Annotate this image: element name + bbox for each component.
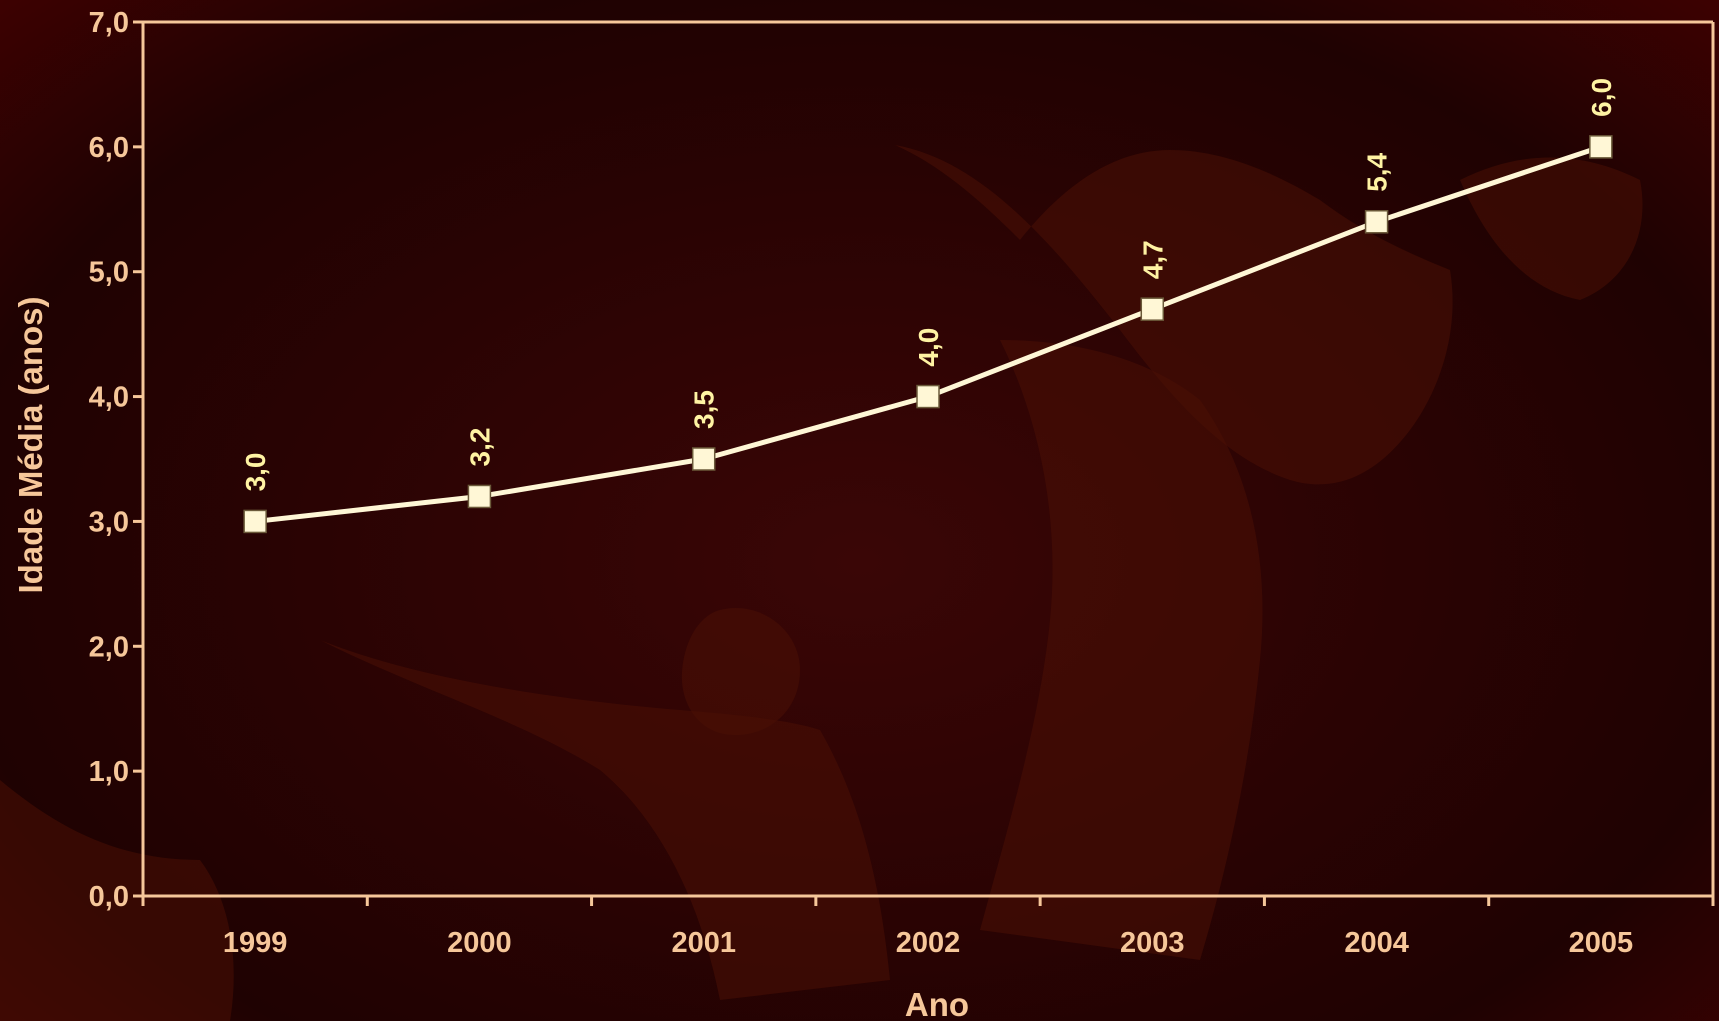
series	[243, 135, 1613, 534]
data-point-marker	[467, 484, 492, 509]
y-axis-ticks: 0,0 1,0 2,0 3,0 4,0 5,0 6,0 7,0	[89, 7, 143, 913]
x-tick-label: 2001	[671, 927, 736, 959]
data-point-marker	[1140, 297, 1165, 321]
data-label: 4,0	[913, 328, 944, 367]
y-tick-label: 3,0	[89, 506, 129, 538]
data-labels: 3,0 3,2 3,5 4,0 4,7 5,4 6,0	[240, 78, 1617, 492]
data-label: 6,0	[1586, 78, 1617, 117]
y-tick-label: 6,0	[89, 132, 129, 164]
data-point-marker	[243, 509, 267, 534]
data-label: 5,4	[1362, 152, 1393, 191]
data-label: 4,7	[1137, 240, 1168, 279]
x-tick-label: 1999	[223, 927, 288, 959]
data-point-marker	[916, 384, 940, 409]
background-figure	[0, 145, 1643, 1021]
x-tick-label: 2000	[447, 927, 512, 959]
y-tick-label: 1,0	[89, 756, 129, 788]
x-tick-label: 2002	[896, 927, 961, 959]
x-tick-label: 2005	[1569, 927, 1634, 959]
x-axis-ticks: 1999 2000 2001 2002 2003 2004 2005	[141, 896, 1715, 959]
y-tick-label: 2,0	[89, 631, 129, 663]
y-tick-label: 7,0	[89, 7, 129, 39]
data-label: 3,0	[240, 452, 271, 491]
data-point-marker	[691, 447, 716, 471]
data-label: 3,5	[689, 390, 720, 429]
y-tick-label: 5,0	[89, 257, 129, 289]
data-point-marker	[1364, 210, 1389, 234]
x-tick-label: 2003	[1120, 927, 1185, 959]
y-tick-label: 4,0	[89, 382, 129, 414]
data-label: 3,2	[464, 428, 495, 467]
x-tick-label: 2004	[1344, 927, 1409, 959]
data-point-marker	[1589, 135, 1613, 159]
y-axis-title: Idade Média (anos)	[12, 296, 49, 593]
x-axis-title: Ano	[905, 986, 969, 1021]
y-tick-label: 0,0	[89, 881, 129, 913]
